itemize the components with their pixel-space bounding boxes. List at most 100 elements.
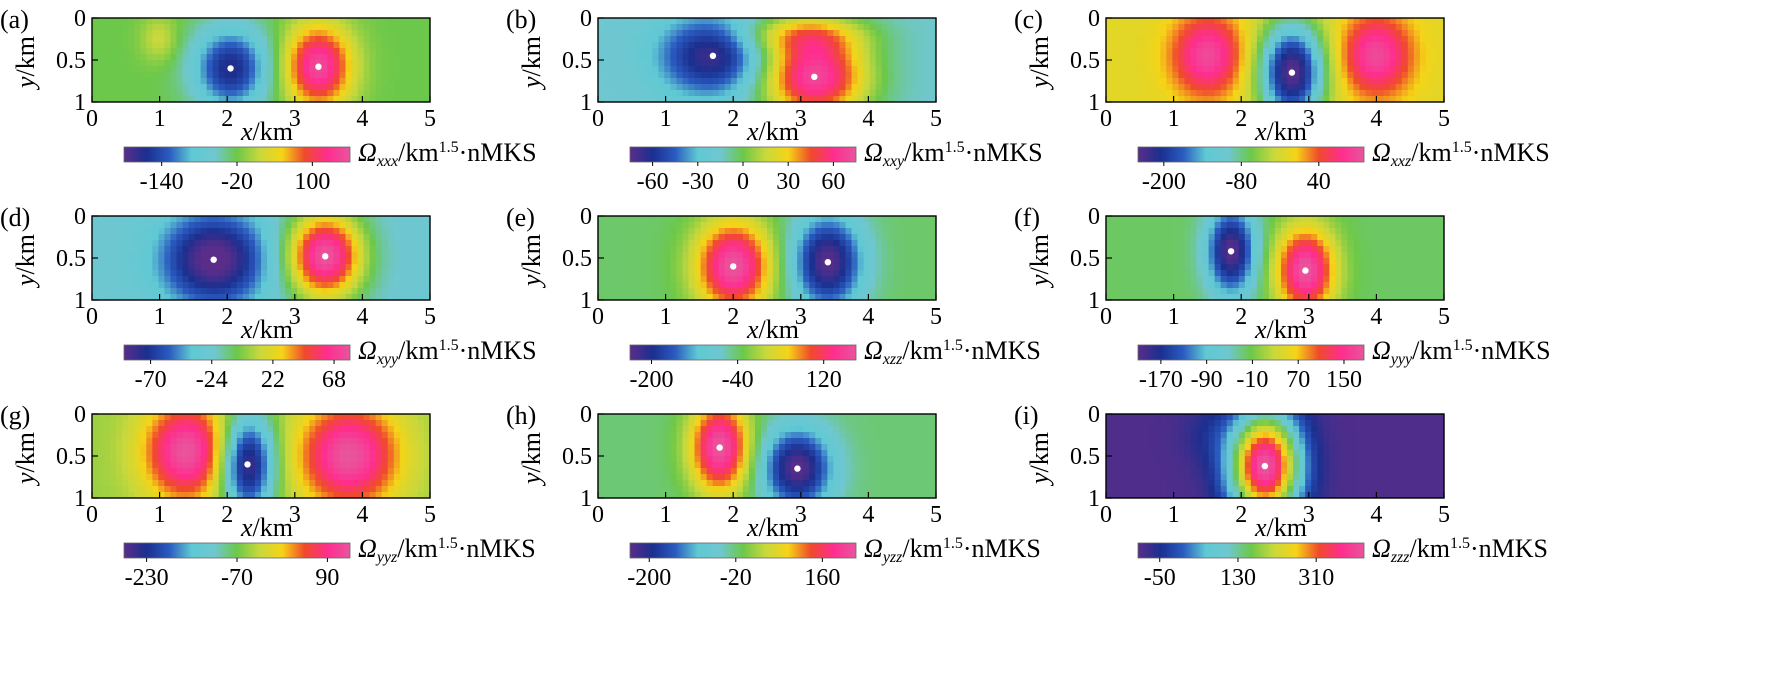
- heatmap-cell: [1425, 264, 1433, 271]
- heatmap-cell: [1130, 66, 1137, 73]
- heatmap-cell: [164, 282, 172, 289]
- heatmap-cell: [779, 276, 786, 283]
- heatmap-cell: [803, 294, 810, 300]
- heatmap-cell: [773, 48, 780, 55]
- heatmap-cell: [1244, 222, 1252, 229]
- heatmap-cell: [327, 18, 335, 25]
- heatmap-cell: [1353, 288, 1361, 295]
- heatmap-cell: [200, 264, 208, 271]
- heatmap-cell: [1431, 42, 1439, 49]
- heatmap-cell: [1275, 84, 1282, 91]
- heatmap-cell: [1250, 294, 1258, 300]
- heatmap-cell: [1377, 276, 1385, 283]
- heatmap-cell: [381, 60, 389, 67]
- heatmap-cell: [1329, 84, 1336, 91]
- heatmap-cell: [815, 72, 822, 79]
- heatmap-cell: [261, 72, 268, 79]
- heatmap-cell: [339, 234, 347, 241]
- heatmap-cell: [411, 294, 419, 300]
- heatmap-cell: [206, 48, 214, 55]
- heatmap-cell: [917, 90, 925, 97]
- heatmap-cell: [405, 18, 413, 25]
- heatmap-cell: [1329, 288, 1336, 295]
- heatmap-cell: [279, 258, 286, 265]
- heatmap-cell: [604, 276, 611, 283]
- x-tick-label: 5: [424, 304, 436, 330]
- heatmap-cell: [1106, 84, 1113, 91]
- heatmap-cell: [887, 216, 895, 223]
- heatmap-cell: [646, 30, 653, 37]
- heatmap-cell: [116, 18, 123, 25]
- heatmap-cell: [1244, 24, 1252, 31]
- heatmap-cell: [839, 66, 847, 73]
- heatmap-cell: [315, 270, 322, 277]
- heatmap-cell: [821, 54, 828, 61]
- heatmap-cell: [261, 42, 268, 49]
- heatmap-cell: [821, 18, 828, 25]
- heatmap-cell: [170, 288, 178, 295]
- heatmap-cell: [423, 288, 430, 295]
- heatmap-cell: [423, 30, 430, 37]
- heatmap-cell: [122, 294, 129, 300]
- heatmap-cell: [1311, 222, 1318, 229]
- heatmap-cell: [1178, 54, 1186, 61]
- heatmap-cell: [128, 72, 135, 79]
- heatmap-cell: [146, 60, 153, 67]
- heatmap-cell: [845, 288, 853, 295]
- heatmap-cell: [779, 78, 786, 85]
- heatmap-cell: [345, 90, 353, 97]
- heatmap-cell: [809, 18, 816, 25]
- heatmap-cell: [724, 78, 732, 85]
- heatmap-cell: [1431, 54, 1439, 61]
- heatmap-cell: [706, 78, 714, 85]
- heatmap-cell: [610, 216, 617, 223]
- heatmap-cell: [1196, 222, 1204, 229]
- heatmap-cell: [1365, 270, 1373, 277]
- heatmap-cell: [134, 90, 141, 97]
- heatmap-cell: [327, 258, 335, 265]
- heatmap-cell: [1238, 48, 1246, 55]
- heatmap-cell: [1256, 222, 1264, 229]
- heatmap-cell: [1389, 264, 1397, 271]
- heatmap-cell: [760, 36, 768, 43]
- heatmap-cell: [128, 276, 135, 283]
- heatmap-cell: [104, 36, 111, 43]
- heatmap-cell: [315, 18, 322, 25]
- heatmap-cell: [297, 294, 304, 300]
- heatmap-cell: [1407, 240, 1415, 247]
- heatmap-cell: [797, 90, 804, 97]
- heatmap-cell: [887, 222, 895, 229]
- heatmap-cell: [254, 90, 262, 97]
- heatmap-cell: [224, 252, 232, 259]
- heatmap-cell: [224, 258, 232, 265]
- heatmap-cell: [182, 42, 190, 49]
- heatmap-cell: [682, 24, 690, 31]
- heatmap-cell: [309, 216, 316, 223]
- heatmap-cell: [1293, 240, 1300, 247]
- heatmap-cell: [1142, 96, 1149, 102]
- heatmap-cell: [664, 276, 672, 283]
- heatmap-cell: [1184, 54, 1192, 61]
- heatmap-cell: [610, 84, 617, 91]
- heatmap-cell: [303, 36, 310, 43]
- heatmap-cell: [188, 24, 196, 31]
- heatmap-cell: [815, 234, 822, 241]
- heatmap-cell: [688, 216, 696, 223]
- heatmap-cell: [1190, 36, 1198, 43]
- heatmap-cell: [718, 72, 726, 79]
- heatmap-cell: [261, 78, 268, 85]
- heatmap-cell: [857, 30, 865, 37]
- heatmap-cell: [694, 234, 702, 241]
- heatmap-cell: [1425, 42, 1433, 49]
- heatmap-cell: [1317, 240, 1324, 247]
- heatmap-cell: [1365, 252, 1373, 259]
- heatmap-cell: [1232, 264, 1240, 271]
- heatmap-cell: [1268, 258, 1276, 265]
- heatmap-cell: [1275, 54, 1282, 61]
- heatmap-cell: [405, 72, 413, 79]
- heatmap-cell: [309, 30, 316, 37]
- heatmap-cell: [1226, 90, 1234, 97]
- heatmap-cell: [152, 18, 159, 25]
- heatmap-cell: [248, 24, 256, 31]
- heatmap-cell: [700, 258, 708, 265]
